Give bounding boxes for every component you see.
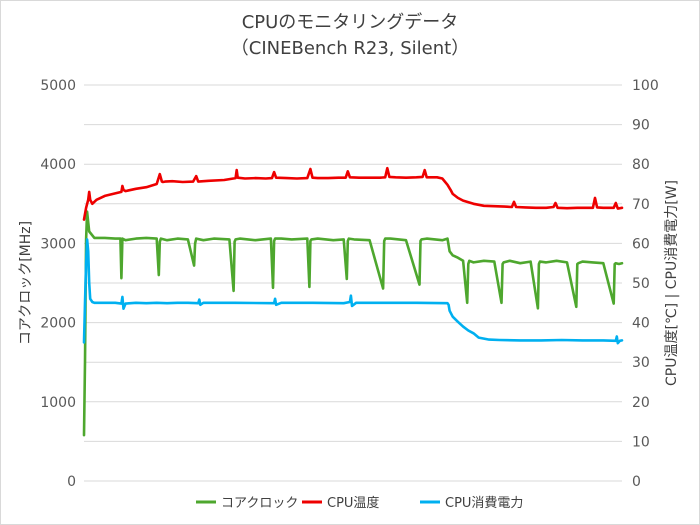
chart-title: CPUのモニタリングデータ [242,12,459,33]
series-line-1 [82,166,624,221]
left-tick-label: 0 [67,474,76,490]
left-tick-label: 5000 [40,78,76,94]
right-tick-label: 0 [632,474,641,490]
right-tick-label: 60 [632,236,650,252]
right-axis-ticks: 0 10 20 30 40 50 60 70 80 90 100 [632,78,659,490]
left-tick-label: 4000 [40,157,76,173]
chart-legend: コアクロック CPU温度 CPU消費電力 [196,495,523,511]
chart-subtitle: （CINEBench R23, Silent） [231,38,469,59]
series-layer [82,166,624,437]
legend-label-1: CPU温度 [327,495,379,511]
left-tick-label: 3000 [40,236,76,252]
right-tick-label: 50 [632,276,650,292]
right-tick-label: 70 [632,197,650,213]
left-axis-title: コアクロック[MHz] [18,221,34,345]
left-axis-ticks: 0 1000 2000 3000 4000 5000 [40,78,76,490]
right-tick-label: 90 [632,118,650,134]
left-tick-label: 1000 [40,395,76,411]
legend-label-0: コアクロック [221,496,298,511]
right-tick-label: 20 [632,395,650,411]
right-tick-label: 30 [632,355,650,371]
right-tick-label: 100 [632,78,659,94]
right-axis-title: CPU温度[℃] | CPU消費電力[W] [664,180,680,386]
right-tick-label: 40 [632,316,650,332]
series-line-0 [82,210,624,437]
right-tick-label: 80 [632,157,650,173]
gridlines [84,84,622,482]
right-tick-label: 10 [632,434,650,450]
left-tick-label: 2000 [40,316,76,332]
legend-label-2: CPU消費電力 [445,496,523,511]
series-line-2 [82,238,624,345]
